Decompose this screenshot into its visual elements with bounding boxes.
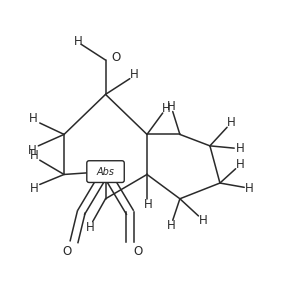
Text: Abs: Abs <box>96 167 115 176</box>
Text: H: H <box>235 142 244 155</box>
Text: H: H <box>30 149 39 162</box>
Text: O: O <box>111 51 120 64</box>
Text: H: H <box>167 219 176 233</box>
Text: H: H <box>199 214 208 227</box>
Text: H: H <box>29 112 38 125</box>
Text: H: H <box>235 158 244 171</box>
Text: H: H <box>167 100 176 113</box>
Text: H: H <box>74 35 82 48</box>
Text: H: H <box>28 144 37 157</box>
Text: H: H <box>245 182 254 195</box>
Text: O: O <box>62 245 71 258</box>
Text: H: H <box>130 68 138 82</box>
Text: H: H <box>227 116 236 130</box>
Text: H: H <box>86 221 94 234</box>
FancyBboxPatch shape <box>87 161 124 182</box>
Text: H: H <box>162 102 171 115</box>
Text: H: H <box>144 198 153 211</box>
Text: O: O <box>134 245 143 258</box>
Text: H: H <box>30 182 39 195</box>
